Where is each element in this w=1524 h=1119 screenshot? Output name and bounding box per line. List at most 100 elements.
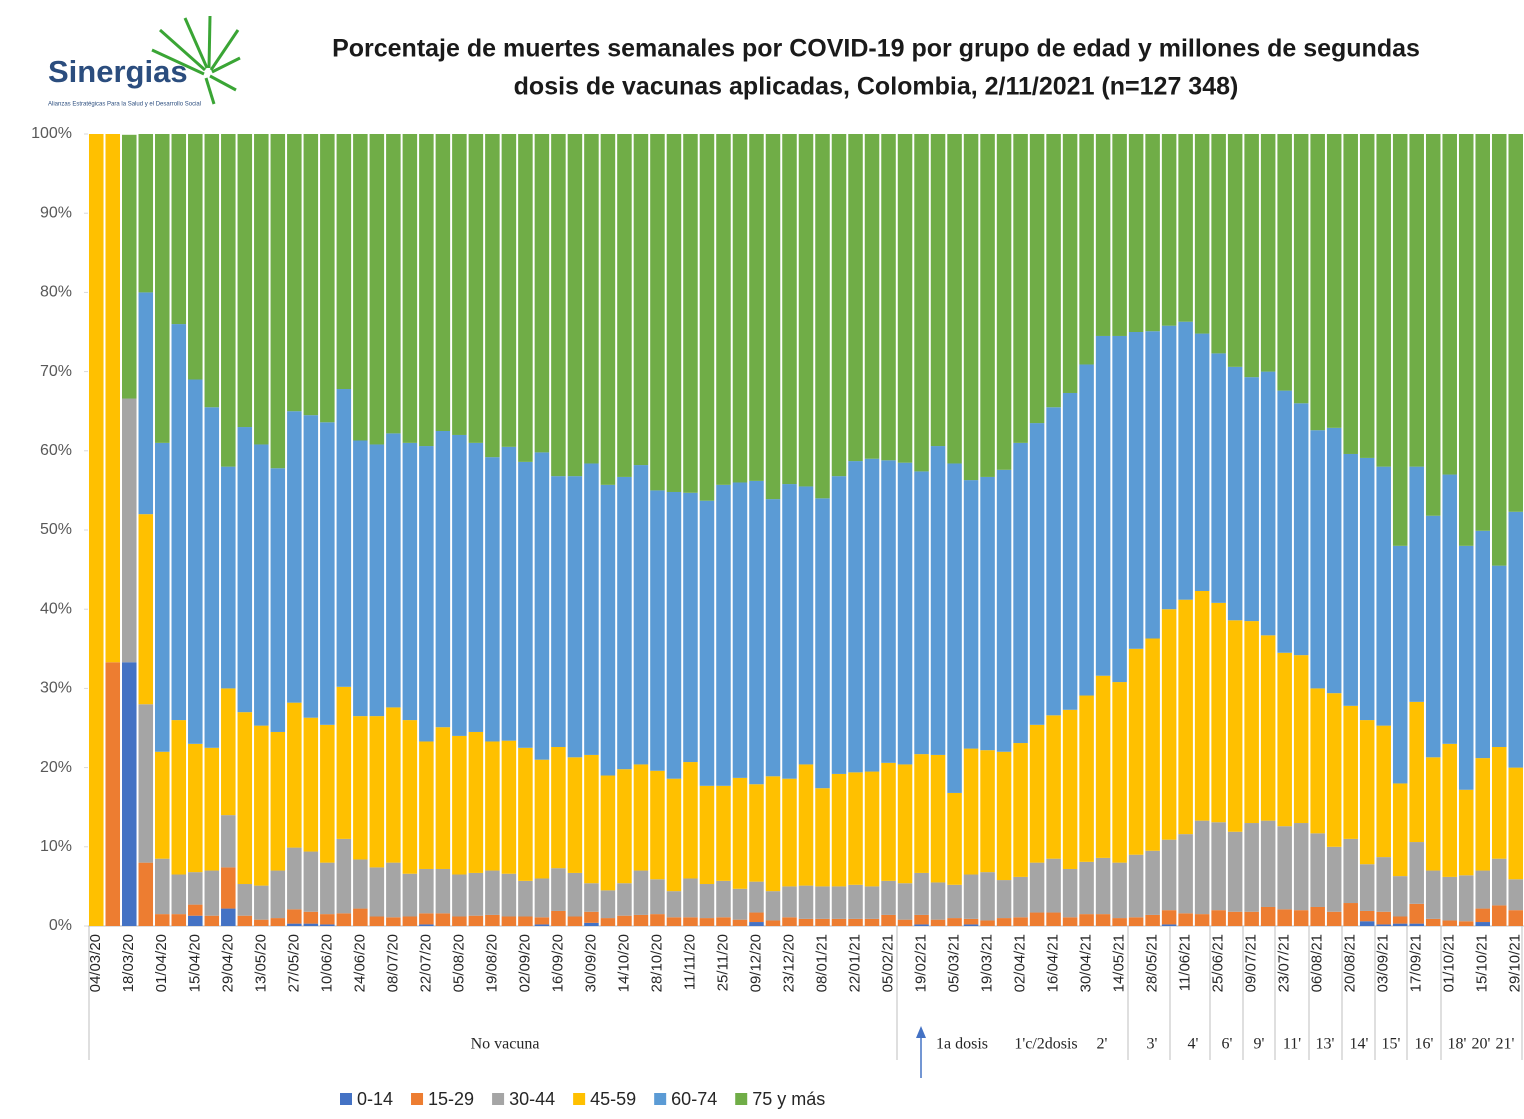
bar-segment bbox=[303, 717, 319, 852]
bar-segment bbox=[1425, 870, 1441, 919]
bar-segment bbox=[782, 134, 797, 485]
bar-segment bbox=[419, 741, 434, 869]
bar-segment bbox=[1425, 134, 1441, 516]
bar-segment bbox=[1161, 325, 1177, 610]
bar-segment bbox=[171, 874, 187, 915]
bar-segment bbox=[122, 662, 137, 926]
bar-segment bbox=[1277, 134, 1292, 391]
bar-segment bbox=[600, 134, 616, 485]
bar-segment bbox=[419, 134, 434, 447]
bar-segment bbox=[1128, 854, 1144, 918]
bar-segment bbox=[650, 914, 665, 926]
bar-segment bbox=[897, 462, 913, 765]
bar-segment bbox=[551, 476, 566, 748]
bar-segment bbox=[1392, 876, 1408, 917]
bar-segment bbox=[716, 134, 731, 485]
bar-segment bbox=[848, 884, 863, 919]
bar-segment bbox=[237, 427, 253, 713]
group-label: 2' bbox=[1097, 1036, 1108, 1053]
bar-segment bbox=[584, 883, 599, 912]
bar-segment bbox=[848, 134, 863, 462]
bar-segment bbox=[270, 870, 286, 919]
bar-segment bbox=[320, 134, 335, 423]
bar-segment bbox=[188, 915, 203, 926]
bar-segment bbox=[1178, 321, 1193, 600]
group-label: 16' bbox=[1415, 1036, 1434, 1053]
bar-segment bbox=[452, 874, 467, 917]
bar-segment bbox=[1244, 621, 1259, 824]
bar-segment bbox=[551, 910, 566, 926]
bar-segment bbox=[650, 134, 665, 491]
bar-segment bbox=[716, 880, 731, 918]
bar-segment bbox=[1409, 923, 1424, 926]
bar-segment bbox=[1013, 876, 1028, 918]
x-tick-label: 02/09/20 bbox=[516, 934, 533, 992]
bar-segment bbox=[617, 915, 632, 926]
bar-segment bbox=[749, 881, 764, 913]
bar-segment bbox=[1376, 134, 1391, 467]
bar-segment bbox=[1145, 638, 1160, 851]
bar-segment bbox=[534, 759, 550, 879]
bar-segment bbox=[221, 466, 236, 689]
x-tick-label: 25/06/21 bbox=[1210, 934, 1227, 992]
bar-segment bbox=[551, 868, 566, 911]
bar-segment bbox=[1211, 822, 1226, 911]
x-tick-label: 10/06/20 bbox=[318, 934, 335, 992]
bar-segment bbox=[1013, 442, 1028, 744]
bar-segment bbox=[270, 134, 286, 469]
bar-segment bbox=[1178, 599, 1193, 835]
group-label: 14' bbox=[1350, 1036, 1369, 1053]
bar-segment bbox=[1178, 834, 1193, 914]
bar-segment bbox=[369, 134, 385, 445]
bar-segment bbox=[1145, 850, 1160, 915]
x-tick-label: 18/03/20 bbox=[120, 934, 137, 992]
bar-segment bbox=[402, 442, 418, 721]
bar-segment bbox=[485, 914, 500, 926]
bar-segment bbox=[864, 886, 880, 919]
legend-label: 45-59 bbox=[590, 1089, 636, 1109]
bar-segment bbox=[138, 704, 154, 863]
bar-segment bbox=[584, 754, 599, 884]
bar-segment bbox=[320, 724, 335, 863]
bar-segment bbox=[798, 486, 814, 765]
x-tick-label: 15/04/20 bbox=[186, 934, 203, 992]
x-tick-label: 23/12/20 bbox=[780, 934, 797, 992]
x-tick-label: 08/01/21 bbox=[813, 934, 830, 992]
bar-segment bbox=[1310, 906, 1325, 926]
bar-segment bbox=[732, 777, 748, 889]
bar-segment bbox=[485, 741, 500, 871]
bar-segment bbox=[782, 917, 797, 926]
bar-segment bbox=[1178, 913, 1193, 926]
bar-segment bbox=[963, 918, 979, 925]
bar-segment bbox=[930, 919, 946, 926]
bar-segment bbox=[1475, 908, 1490, 923]
bar-segment bbox=[897, 919, 913, 926]
bar-segment bbox=[996, 134, 1012, 470]
bar-segment bbox=[1409, 466, 1424, 702]
bar-segment bbox=[1260, 820, 1276, 907]
bar-segment bbox=[765, 499, 781, 777]
x-tick-label: 24/06/20 bbox=[351, 934, 368, 992]
bar-segment bbox=[1326, 846, 1342, 912]
bar-segment bbox=[369, 444, 385, 717]
bar-segment bbox=[947, 792, 962, 885]
bar-segment bbox=[567, 872, 583, 917]
bar-segment bbox=[1062, 868, 1078, 918]
bar-segment bbox=[435, 431, 451, 728]
bar-segment bbox=[501, 446, 517, 741]
x-tick-label: 19/02/21 bbox=[913, 934, 930, 992]
bar-segment bbox=[435, 913, 451, 926]
bar-segment bbox=[699, 918, 715, 926]
bar-segment bbox=[105, 134, 121, 663]
bar-segment bbox=[980, 476, 995, 751]
bar-segment bbox=[287, 134, 302, 412]
bar-segment bbox=[1392, 134, 1408, 546]
bar-segment bbox=[485, 457, 500, 742]
bar-segment bbox=[1211, 910, 1226, 926]
bar-segment bbox=[1359, 921, 1375, 926]
bar-segment bbox=[1095, 134, 1111, 336]
bar-segment bbox=[303, 923, 319, 926]
bar-segment bbox=[617, 769, 632, 884]
bar-segment bbox=[716, 785, 731, 881]
